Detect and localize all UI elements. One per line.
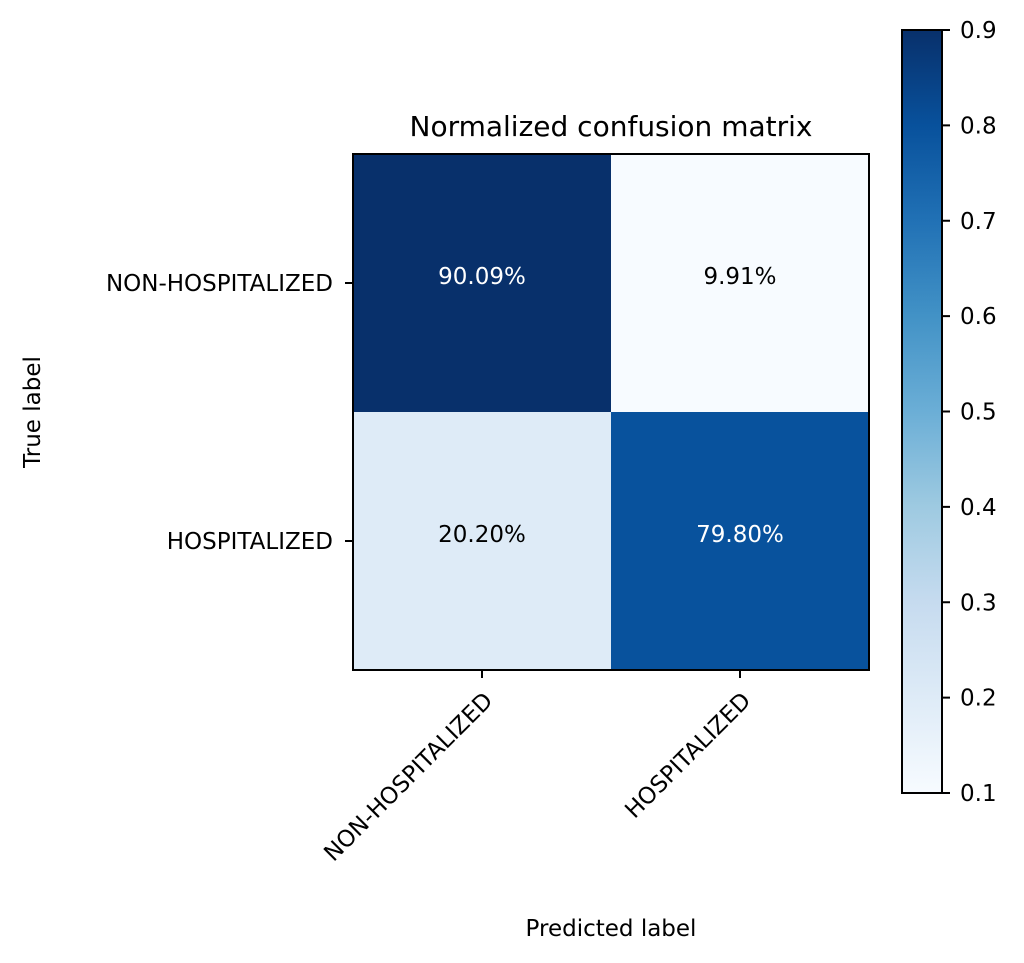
colorbar-tick-label-2: 0.3 xyxy=(960,590,997,616)
colorbar-tick-label-7: 0.8 xyxy=(960,113,997,139)
colorbar-tick-label-3: 0.4 xyxy=(960,495,997,521)
heatmap-cells xyxy=(353,154,869,670)
heatmap-cell-1-0 xyxy=(353,412,611,670)
heatmap-cell-0-1 xyxy=(611,154,869,412)
colorbar xyxy=(901,29,943,794)
heatmap-cell-1-1 xyxy=(611,412,869,670)
cell-labels: 90.09% 9.91% 20.20% 79.80% xyxy=(438,264,784,548)
colorbar-tick-label-6: 0.7 xyxy=(960,209,997,235)
cell-label-0-1: 9.91% xyxy=(703,264,776,290)
x-tick-label-1: HOSPITALIZED xyxy=(620,688,756,824)
colorbar-tick-label-4: 0.5 xyxy=(960,400,997,426)
plot-frame xyxy=(352,153,870,671)
y-axis-label: True label xyxy=(20,356,46,469)
x-axis-ticks: NON-HOSPITALIZED HOSPITALIZED xyxy=(319,670,756,867)
heatmap-cell-0-0 xyxy=(353,154,611,412)
y-axis-ticks: NON-HOSPITALIZED HOSPITALIZED xyxy=(106,271,353,555)
y-tick-label-0: NON-HOSPITALIZED xyxy=(106,271,333,297)
y-tick-label-1: HOSPITALIZED xyxy=(167,529,333,555)
colorbar-tick-label-0: 0.1 xyxy=(960,781,997,807)
colorbar-tick-label-8: 0.9 xyxy=(960,18,997,44)
colorbar-ticks: 0.1 0.2 0.3 0.4 0.5 0.6 0.7 0.8 0.9 xyxy=(942,18,997,807)
x-axis-label: Predicted label xyxy=(526,916,697,942)
colorbar-tick-label-1: 0.2 xyxy=(960,686,997,712)
x-tick-label-0: NON-HOSPITALIZED xyxy=(319,688,498,867)
cell-label-1-1: 79.80% xyxy=(696,522,784,548)
cell-label-0-0: 90.09% xyxy=(438,264,526,290)
colorbar-tick-label-5: 0.6 xyxy=(960,304,997,330)
chart-title: Normalized confusion matrix xyxy=(410,110,813,143)
cell-label-1-0: 20.20% xyxy=(438,522,526,548)
